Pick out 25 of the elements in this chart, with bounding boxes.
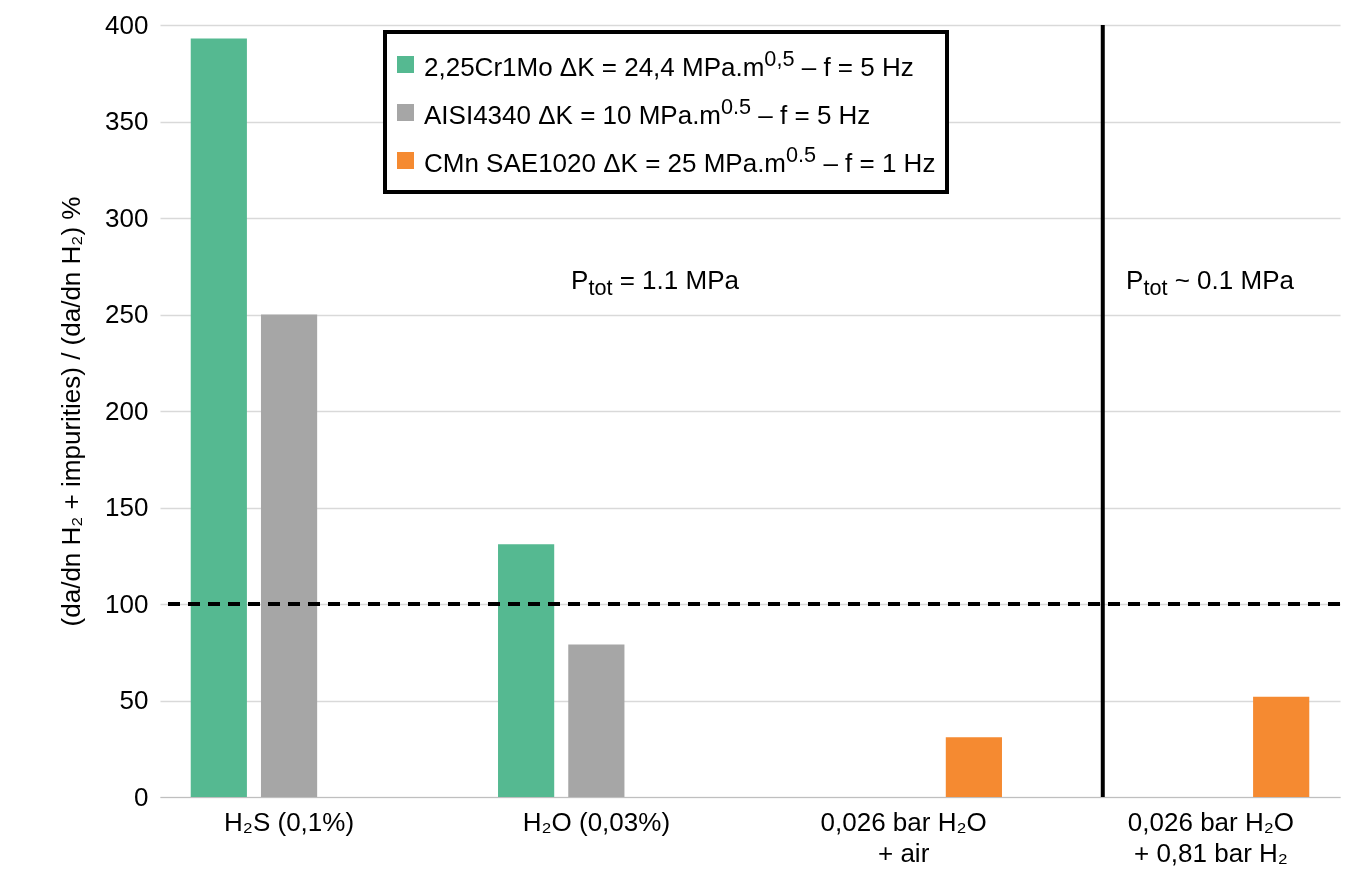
y-tick-label: 100 xyxy=(105,588,149,619)
annotation: P$_{tot}$ = 1.1 MPa xyxy=(571,264,739,302)
y-tick-label: 350 xyxy=(105,106,149,136)
bar xyxy=(498,544,555,797)
legend-label: 2,25Cr1Mo ΔK = 24,4 MPa.m$^{0,5}$ – f = 5 Hz xyxy=(424,45,914,83)
y-tick-label: 0 xyxy=(134,781,149,812)
x-tick-label: 0,026 bar H₂O + 0,81 bar H₂ xyxy=(1127,806,1295,868)
legend-label: AISI4340 ΔK = 10 MPa.m$^{0.5}$ – f = 5 Hz xyxy=(424,93,871,131)
y-tick-label: 400 xyxy=(105,9,149,40)
bar xyxy=(1253,696,1310,797)
y-tick-label: 50 xyxy=(119,685,149,715)
y-axis-title: (da/dn H₂ + impurities) / (da/dn H₂) % xyxy=(56,196,87,627)
y-tick-label: 300 xyxy=(105,202,149,233)
y-tick-label: 250 xyxy=(105,299,149,329)
bar xyxy=(945,737,1002,797)
bar xyxy=(260,314,318,797)
x-tick-label: H₂S (0,1%) xyxy=(224,806,355,837)
x-tick-label: 0,026 bar H₂O + air xyxy=(820,806,987,868)
annotation: P$_{tot}$ ~ 0.1 MPa xyxy=(1126,264,1294,302)
legend-label: CMn SAE1020 ΔK = 25 MPa.m$^{0.5}$ – f = 1 Hz xyxy=(424,141,936,179)
bar xyxy=(190,38,247,797)
x-tick-label: H₂O (0,03%) xyxy=(522,806,671,837)
y-tick-label: 150 xyxy=(105,492,149,522)
y-tick-label: 200 xyxy=(105,395,149,426)
bar xyxy=(568,644,625,797)
